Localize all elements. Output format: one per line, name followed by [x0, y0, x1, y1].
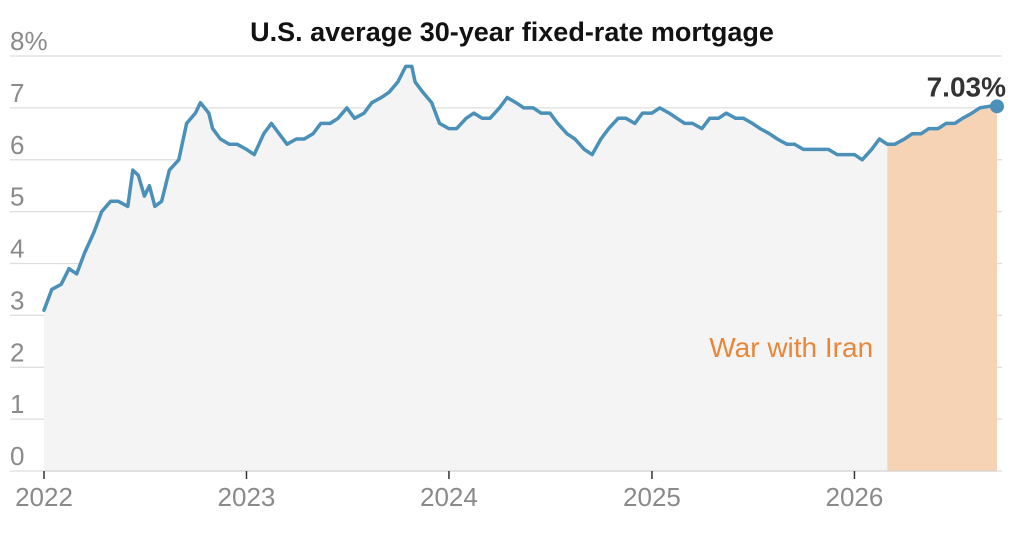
y-tick-label: 1	[10, 389, 24, 419]
war-with-iran-band-fill	[887, 106, 997, 472]
war-with-iran-label: War with Iran	[709, 332, 873, 363]
rate-area-fill	[44, 66, 888, 472]
y-tick-label: 3	[10, 285, 24, 315]
series-line-mortgage-rate	[42, 64, 999, 312]
x-tick-label: 2023	[218, 482, 276, 512]
y-tick-label: 7	[10, 78, 24, 108]
y-tick-label: 2	[10, 337, 24, 367]
x-tick-label: 2026	[826, 482, 884, 512]
x-axis-ticks: 2022 2023 2024 2025 2026	[15, 470, 997, 512]
latest-value-dot	[990, 99, 1004, 114]
x-tick-label: 2024	[420, 482, 478, 512]
chart-title: U.S. average 30-year fixed-rate mortgage	[250, 17, 774, 47]
y-tick-label: 6	[10, 130, 24, 160]
y-tick-label: 8%	[10, 26, 48, 56]
y-tick-label: 0	[10, 441, 24, 471]
latest-value-label: 7.03%	[927, 71, 1006, 102]
y-axis-ticks: 0 1 2 3 4 5 6 7 8%	[10, 26, 48, 471]
x-tick-label: 2025	[623, 482, 681, 512]
y-tick-label: 4	[10, 234, 24, 264]
x-tick-label: 2022	[15, 482, 73, 512]
y-tick-label: 5	[10, 182, 24, 212]
